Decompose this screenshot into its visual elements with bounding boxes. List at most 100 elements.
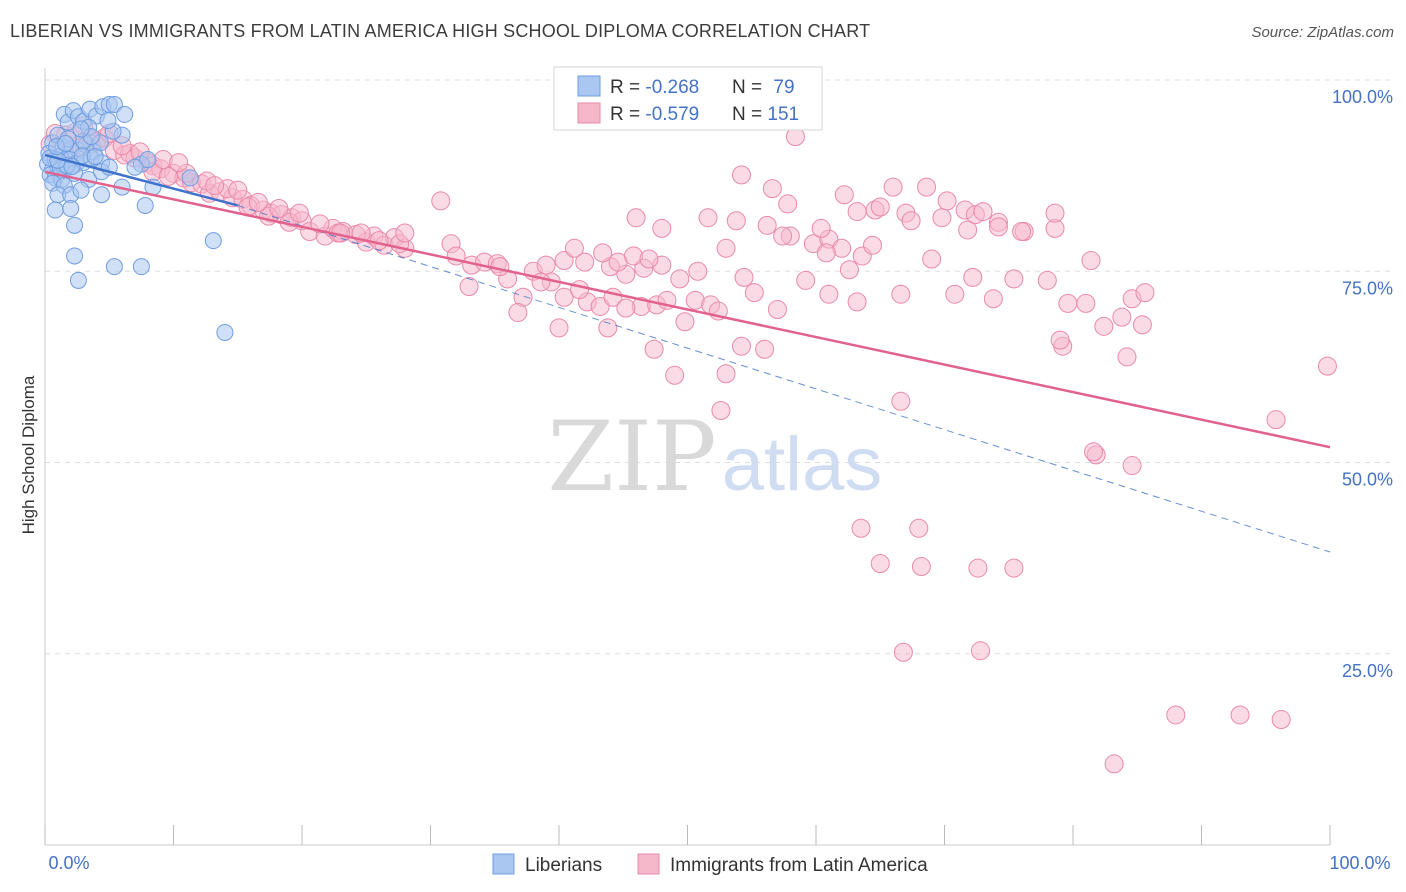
point-latin-america-184 [816,243,836,263]
point-latin-america-52 [205,176,225,196]
point-liberians-54 [204,232,222,250]
point-latin-america-108 [549,318,569,338]
point-liberians-68 [72,120,90,138]
point-liberians-55 [181,169,199,187]
point-liberians-49 [66,216,84,234]
point-latin-america-110 [616,298,636,318]
point-latin-america-129 [932,208,952,228]
watermark-atlas: atlas [722,422,883,507]
point-latin-america-151 [922,249,942,269]
trend-lines [44,153,1331,553]
point-latin-america-82 [670,269,690,289]
point-latin-america-141 [973,202,993,222]
legend-liberians-label: Liberians [525,855,602,876]
point-latin-america-172 [744,283,764,303]
point-latin-america-137 [1135,283,1155,303]
point-latin-america-109 [598,318,618,338]
point-latin-america-115 [731,336,751,356]
point-latin-america-185 [1050,330,1070,350]
point-latin-america-68 [431,191,451,211]
point-latin-america-152 [963,267,983,287]
point-latin-america-92 [554,287,574,307]
point-liberians-45 [93,186,111,204]
point-latin-america-194 [1317,356,1337,376]
point-latin-america-183 [847,202,867,222]
point-latin-america-157 [773,226,793,246]
legend-r-value-2: -0.579 [645,104,699,125]
point-latin-america-88 [624,246,644,266]
point-latin-america-118 [698,208,718,228]
point-latin-america-197 [1271,710,1291,730]
point-latin-america-85 [564,238,584,258]
legend-n-label-1: N = [732,77,767,98]
point-latin-america-77 [575,252,595,272]
point-latin-america-176 [652,218,672,238]
legend-n-value-2: 151 [767,104,799,125]
source-label: Source: ZipAtlas.com [1251,24,1394,41]
point-latin-america-195 [1266,410,1286,430]
point-latin-america-149 [863,235,883,255]
legend-latin-america-swatch [637,853,660,875]
y-tick-label-75: 75.0% [1342,278,1393,298]
point-latin-america-76 [554,251,574,271]
point-liberians-9 [105,95,123,113]
y-tick-label-100: 100.0% [1332,87,1393,107]
point-latin-america-190 [970,641,990,661]
point-latin-america-177 [626,208,646,228]
point-latin-america-75 [536,255,556,275]
point-latin-america-171 [983,289,1003,309]
point-latin-america-56 [289,203,309,223]
point-latin-america-156 [1076,293,1096,313]
point-latin-america-188 [851,518,871,538]
point-latin-america-140 [937,191,957,211]
point-latin-america-114 [711,400,731,420]
point-latin-america-161 [891,284,911,304]
point-latin-america-147 [901,211,921,231]
point-liberians-74 [86,148,104,165]
point-latin-america-125 [811,218,831,238]
point-latin-america-57 [310,214,330,234]
point-latin-america-159 [819,284,839,304]
axes [44,68,1331,846]
point-latin-america-175 [762,179,782,199]
point-liberians-47 [62,200,80,218]
trend-liberians-dashed [237,204,1331,553]
point-latin-america-112 [665,365,685,385]
trend-latin-america [44,170,1331,449]
y-axis-label: High School Diploma [19,375,38,534]
point-liberians-46 [46,201,64,219]
point-latin-america-182 [968,558,988,578]
point-latin-america-144 [778,194,798,214]
watermark: ZIP atlas [547,401,882,513]
point-liberians-50 [66,247,84,265]
point-latin-america-189 [1004,558,1024,578]
point-latin-america-187 [1117,347,1137,367]
point-latin-america-164 [1094,316,1114,336]
point-latin-america-180 [870,553,890,573]
point-liberians-48 [136,196,154,214]
y-tick-labels: 100.0% 75.0% 50.0% 25.0% [1332,87,1393,681]
point-latin-america-142 [988,217,1008,237]
point-liberians-76 [57,134,75,152]
y-tick-label-50: 50.0% [1342,470,1393,490]
point-latin-america-89 [639,249,659,269]
legend-r-label-1: R = [610,77,645,98]
point-latin-america-192 [1104,754,1124,774]
point-latin-america-186 [1112,307,1132,327]
point-latin-america-170 [1045,203,1065,223]
y-tick-label-25: 25.0% [1342,661,1393,681]
point-latin-america-138 [883,177,903,197]
point-latin-america-53 [228,180,248,200]
point-latin-america-179 [909,518,929,538]
point-latin-america-196 [1166,705,1186,725]
point-latin-america-168 [1122,456,1142,476]
point-latin-america-181 [911,557,931,577]
point-latin-america-148 [958,220,978,240]
point-latin-america-55 [269,199,289,219]
point-latin-america-51 [169,153,189,173]
point-latin-america-146 [870,197,890,217]
point-latin-america-162 [945,284,965,304]
point-liberians-52 [105,258,123,276]
point-latin-america-165 [1132,315,1152,335]
point-latin-america-67 [395,223,415,243]
